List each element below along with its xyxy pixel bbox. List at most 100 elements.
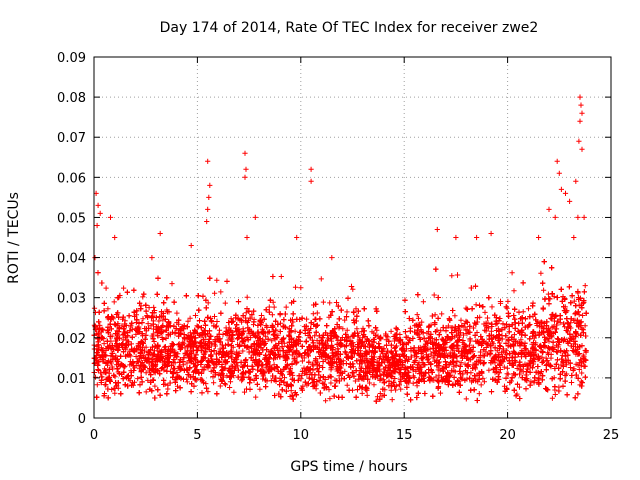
data-point (352, 378, 358, 384)
data-point (231, 389, 237, 395)
data-point (415, 315, 422, 321)
data-point (549, 395, 555, 401)
data-point (119, 323, 125, 329)
data-point (294, 354, 300, 360)
data-point (459, 376, 465, 382)
data-point (205, 300, 211, 306)
data-point (222, 300, 228, 306)
data-point (129, 327, 135, 333)
data-point (145, 377, 151, 383)
data-point (452, 369, 458, 375)
data-point (414, 312, 420, 318)
data-point (312, 333, 318, 339)
data-point (392, 375, 398, 382)
data-point (133, 319, 139, 326)
data-point (244, 294, 250, 300)
data-point (131, 379, 138, 385)
data-point (327, 300, 333, 306)
data-point (222, 380, 228, 387)
data-point (262, 333, 268, 339)
data-point (356, 361, 363, 367)
data-point (438, 328, 444, 334)
data-point (503, 348, 509, 354)
data-point (516, 384, 523, 390)
data-point (539, 354, 545, 360)
data-point (497, 340, 503, 346)
data-point (197, 376, 203, 383)
data-point (482, 309, 488, 315)
data-point (218, 289, 224, 295)
data-point (143, 370, 149, 376)
data-point (140, 316, 146, 322)
data-point (257, 386, 263, 392)
data-point (305, 327, 311, 333)
data-point (543, 355, 549, 361)
data-point (476, 391, 482, 397)
data-point (576, 312, 582, 318)
data-point (324, 338, 331, 344)
data-point (420, 299, 426, 305)
data-point (501, 364, 507, 370)
data-point (511, 332, 517, 338)
data-point (222, 382, 229, 388)
data-point (548, 334, 554, 340)
data-point (253, 394, 259, 400)
data-point (203, 381, 209, 387)
data-point (326, 387, 332, 393)
data-point (340, 326, 346, 332)
data-point (298, 376, 304, 382)
data-point (374, 327, 380, 333)
data-point (480, 375, 486, 381)
data-point (523, 347, 529, 353)
data-point (143, 389, 149, 395)
data-point (318, 276, 324, 282)
data-point (135, 376, 141, 382)
data-point (288, 388, 294, 394)
data-point (580, 312, 586, 319)
data-point (257, 359, 263, 365)
data-point (156, 318, 162, 324)
data-point (145, 321, 151, 327)
data-point (463, 305, 469, 311)
data-point (269, 312, 275, 318)
data-point (354, 326, 360, 332)
data-point (109, 364, 115, 370)
data-point (374, 394, 381, 400)
data-point (263, 364, 269, 370)
data-point (504, 365, 510, 371)
data-point (509, 270, 515, 276)
data-point (229, 363, 236, 369)
data-point (270, 299, 276, 305)
data-point (194, 323, 200, 329)
data-point (140, 294, 146, 300)
points-layer (91, 94, 589, 404)
data-point (112, 374, 118, 380)
data-point (344, 309, 350, 315)
data-point (304, 316, 310, 322)
data-point (482, 327, 488, 333)
data-point (474, 329, 480, 336)
data-point (555, 349, 561, 355)
data-point (371, 382, 377, 388)
data-point (439, 311, 445, 317)
data-point (571, 298, 577, 304)
data-point (359, 329, 365, 335)
data-point (278, 273, 284, 280)
data-point (359, 390, 365, 396)
chart-title: Day 174 of 2014, Rate Of TEC Index for r… (160, 20, 539, 36)
data-point (241, 389, 248, 395)
data-point (151, 338, 157, 345)
data-point (582, 283, 588, 289)
data-point (271, 304, 277, 310)
data-point (292, 284, 299, 290)
data-point (437, 390, 444, 396)
data-point (184, 379, 190, 385)
data-point (369, 329, 375, 335)
data-point (212, 290, 218, 296)
data-point (551, 294, 557, 300)
data-point (243, 310, 249, 316)
data-point (389, 397, 395, 403)
data-point (344, 382, 350, 388)
data-point (310, 311, 316, 317)
data-point (463, 396, 469, 402)
